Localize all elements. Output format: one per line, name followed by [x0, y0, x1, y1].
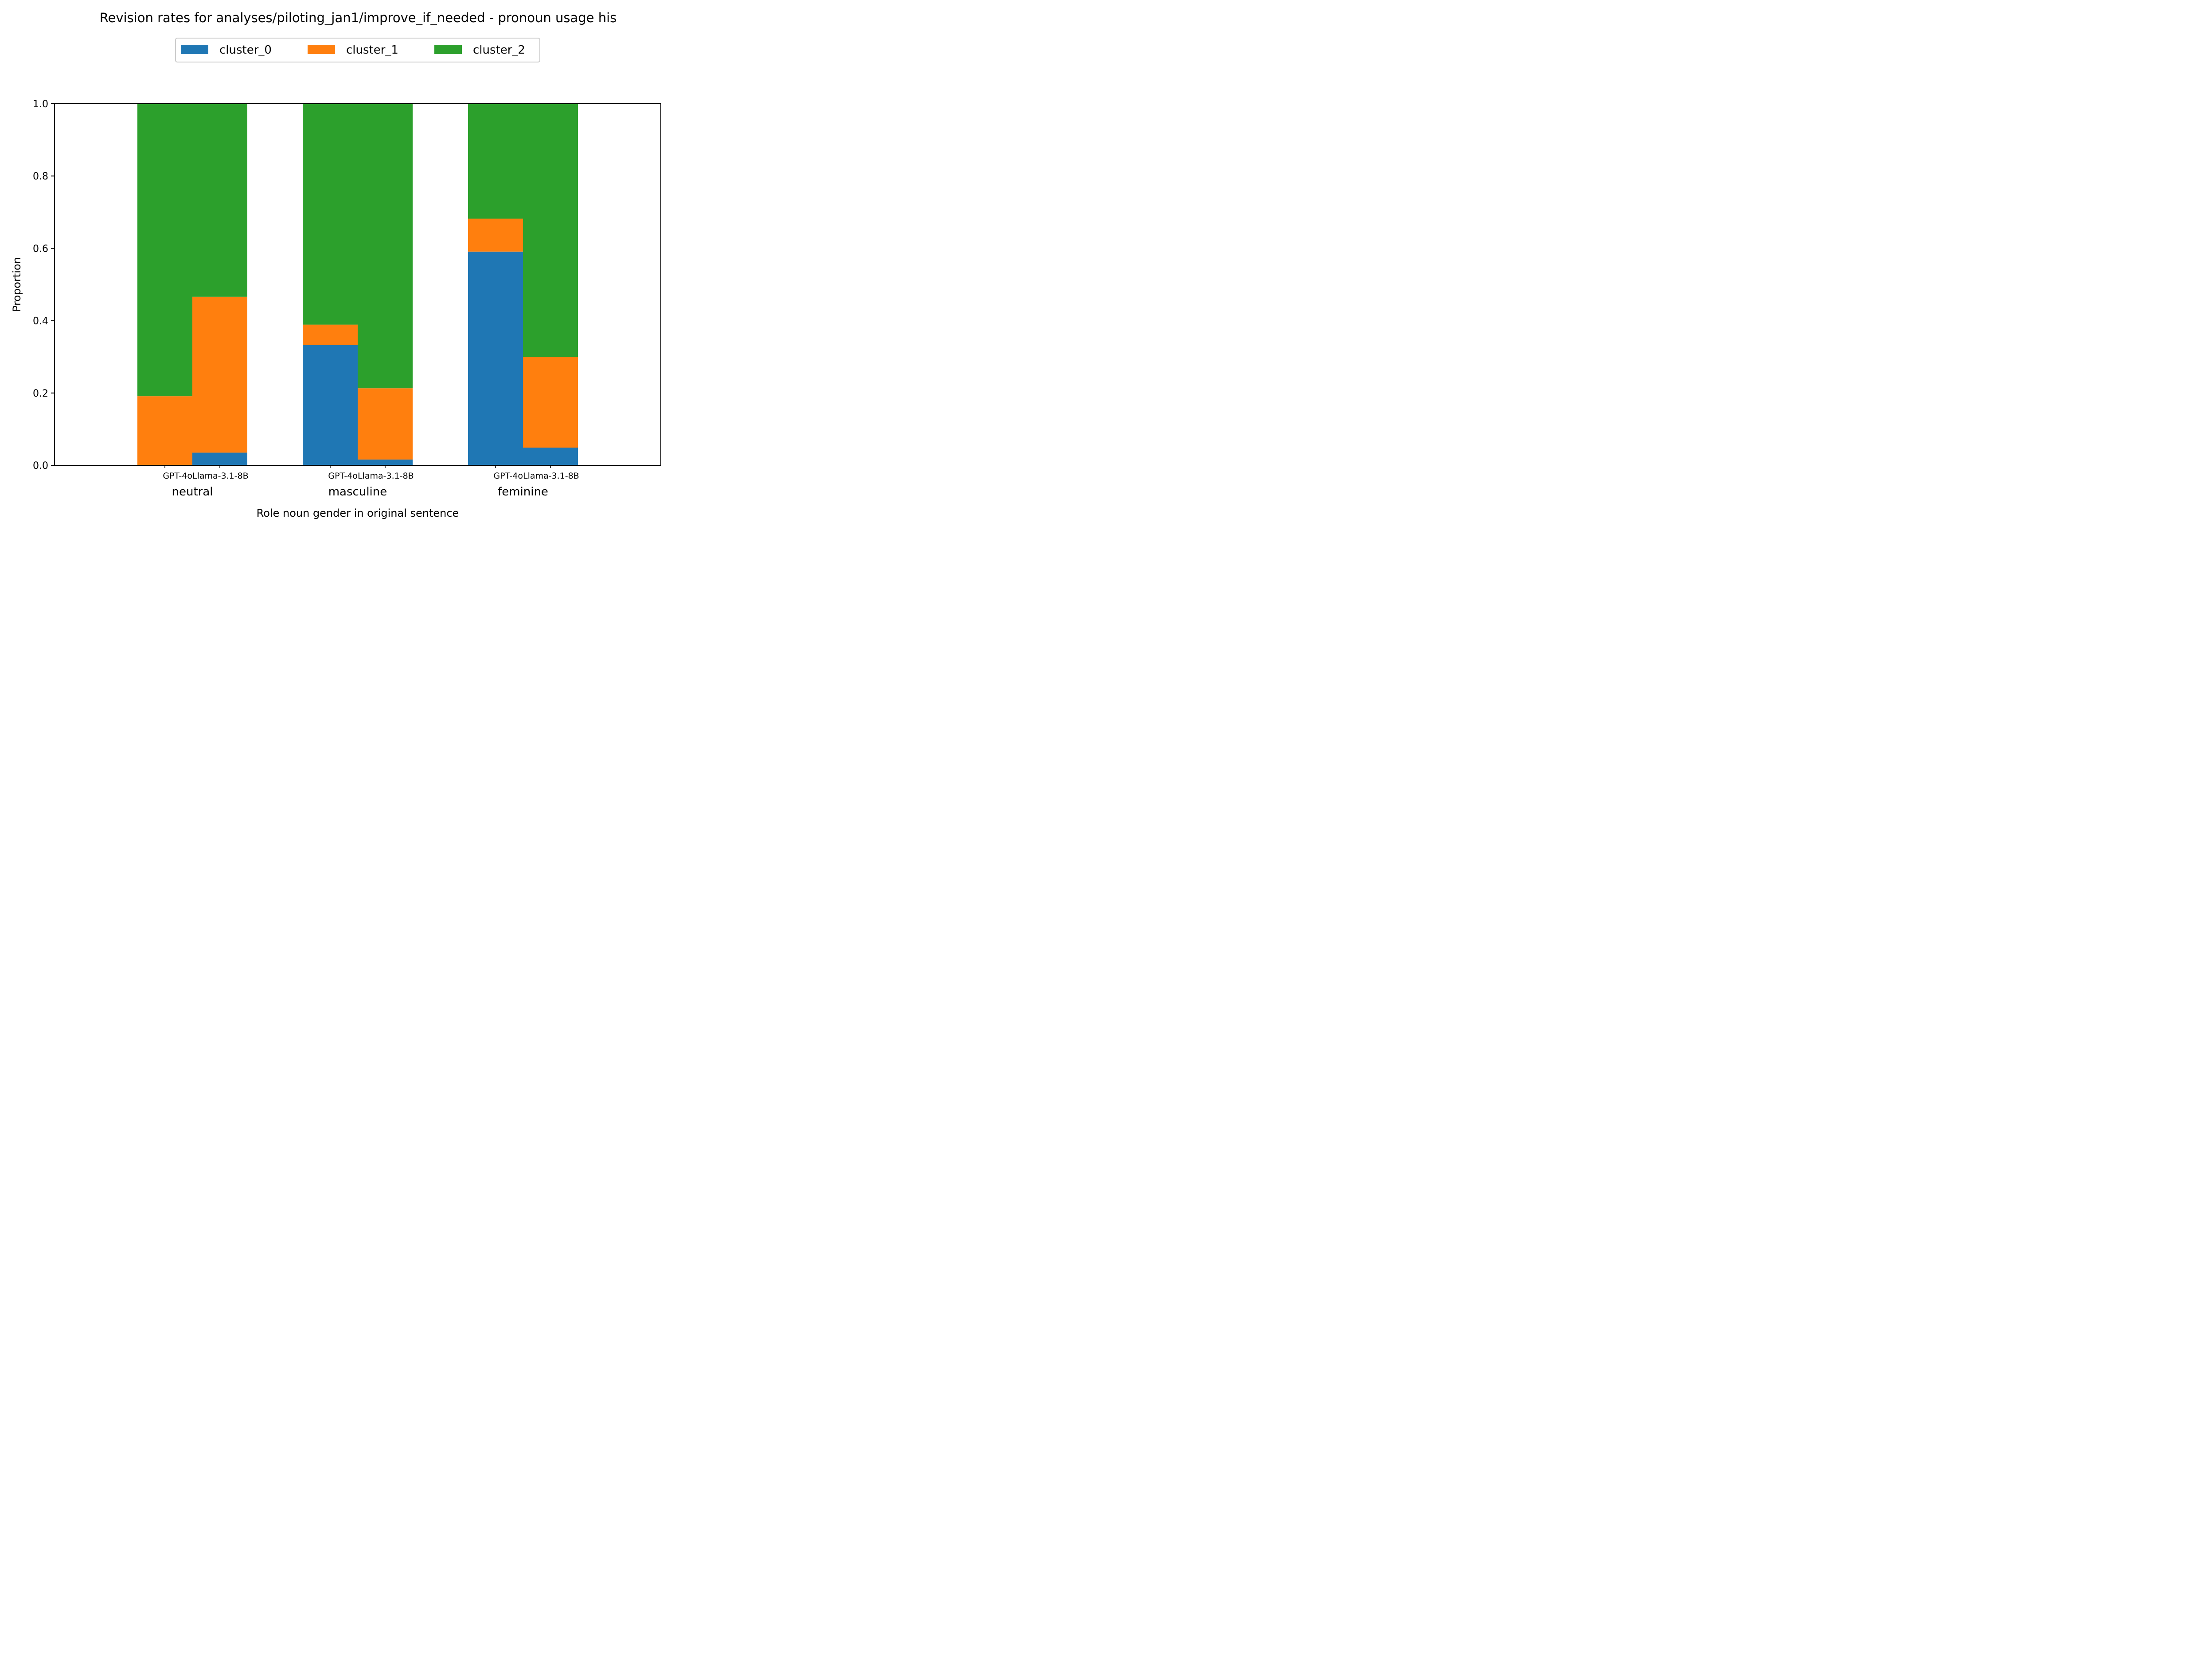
y-axis: 0.0 0.2 0.4 0.6 0.8 1.0 — [33, 99, 55, 472]
x-tick-label: GPT-4o — [493, 471, 523, 481]
legend-swatch-cluster-2 — [434, 45, 462, 54]
y-tick-label: 1.0 — [33, 99, 48, 110]
legend: cluster_0 cluster_1 cluster_2 — [175, 38, 540, 62]
legend-label-cluster-0: cluster_0 — [219, 43, 272, 57]
bar-masculine-llama-3-1-8b-cluster-0 — [358, 459, 413, 465]
y-tick-label: 0.6 — [33, 243, 48, 254]
y-tick-label: 0.0 — [33, 460, 48, 472]
axes-frame — [54, 103, 661, 466]
bar-feminine-llama-3-1-8b-cluster-0 — [523, 448, 578, 465]
group-label-masculine: masculine — [328, 485, 387, 499]
bar-masculine-llama-3-1-8b-cluster-1 — [358, 388, 413, 460]
x-tick-label: Llama-3.1-8B — [192, 471, 249, 481]
plot-area — [137, 104, 578, 465]
legend-swatch-cluster-1 — [308, 45, 335, 54]
bar-masculine-gpt-4o-cluster-0 — [303, 345, 358, 465]
bar-feminine-llama-3-1-8b-cluster-2 — [523, 104, 578, 357]
legend-frame — [175, 38, 540, 62]
bar-neutral-llama-3-1-8b-cluster-2 — [192, 104, 247, 297]
bar-neutral-gpt-4o-cluster-1 — [137, 396, 192, 465]
x-axis-label: Role noun gender in original sentence — [257, 507, 459, 519]
chart-title: Revision rates for analyses/piloting_jan… — [100, 10, 617, 25]
bar-neutral-llama-3-1-8b-cluster-0 — [192, 452, 247, 465]
legend-label-cluster-2: cluster_2 — [473, 43, 525, 57]
legend-label-cluster-1: cluster_1 — [346, 43, 398, 57]
bar-feminine-gpt-4o-cluster-2 — [468, 104, 523, 219]
y-tick-label: 0.8 — [33, 171, 48, 182]
x-tick-label: Llama-3.1-8B — [523, 471, 579, 481]
x-tick-label: GPT-4o — [328, 471, 358, 481]
bar-masculine-llama-3-1-8b-cluster-2 — [358, 104, 413, 389]
bar-masculine-gpt-4o-cluster-1 — [303, 324, 358, 345]
y-axis-label: Proportion — [11, 257, 23, 312]
bar-feminine-gpt-4o-cluster-0 — [468, 251, 523, 465]
bar-feminine-gpt-4o-cluster-1 — [468, 218, 523, 252]
bar-neutral-gpt-4o-cluster-2 — [137, 104, 192, 397]
bar-masculine-gpt-4o-cluster-2 — [303, 104, 358, 325]
x-tick-label: GPT-4o — [163, 471, 192, 481]
x-tick-label: Llama-3.1-8B — [358, 471, 414, 481]
bar-feminine-llama-3-1-8b-cluster-1 — [523, 357, 578, 448]
bar-neutral-llama-3-1-8b-cluster-1 — [192, 296, 247, 453]
y-tick-label: 0.4 — [33, 316, 48, 327]
legend-swatch-cluster-0 — [181, 45, 208, 54]
stacked-bar-chart: Revision rates for analyses/piloting_jan… — [11, 10, 661, 519]
group-label-feminine: feminine — [498, 485, 548, 499]
y-tick-label: 0.2 — [33, 388, 48, 399]
group-label-neutral: neutral — [172, 485, 213, 499]
